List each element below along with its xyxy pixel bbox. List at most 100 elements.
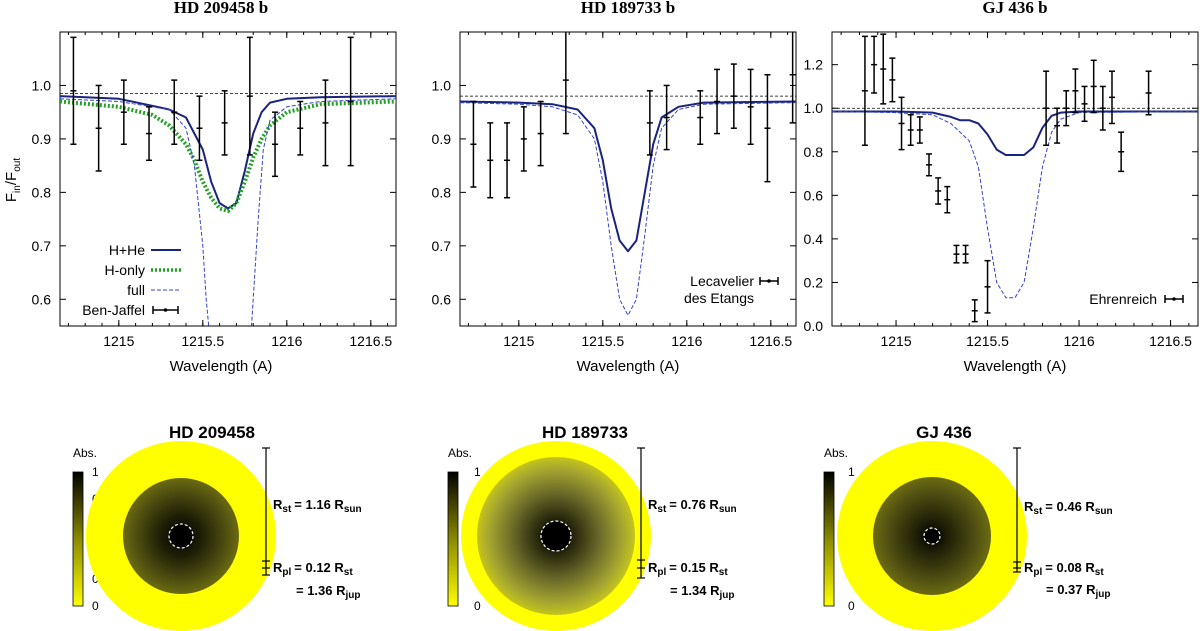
observation-point — [663, 84, 670, 151]
y-tick-label: 0.7 — [432, 238, 452, 254]
observation-point — [916, 116, 923, 144]
colorbar-tick-label: 1 — [92, 465, 99, 479]
observation-point — [764, 74, 771, 183]
observation-point — [1054, 107, 1061, 144]
planet-radius-jup-label: = 1.36 Rjup — [296, 583, 361, 601]
planet-radius-label: Rpl = 0.15 Rst — [648, 560, 728, 578]
observation-point — [1081, 85, 1088, 123]
observation-point — [537, 100, 544, 167]
y-tick-label: 1.0 — [804, 100, 824, 116]
observation-point — [984, 259, 991, 314]
y-tick-label: 1.0 — [32, 77, 52, 93]
observation-point — [880, 33, 887, 105]
observation-point — [1118, 131, 1125, 173]
disk-title: HD 209458 — [169, 423, 255, 442]
plot-area: 1215 1215.5 1216 1216.5 0.6 0.7 0.8 0.9 1.0 — [432, 31, 797, 349]
series-h-he — [832, 110, 1198, 156]
panel-hd189733b: HD 189733 b 1215 1215.5 1216 1216.5 0.6 0.7 0.… — [432, 0, 797, 375]
observation-point — [697, 90, 704, 146]
x-tick-label: 1215.5 — [181, 333, 224, 349]
legend-label-full: full — [127, 282, 145, 298]
y-tick-label: 0.8 — [32, 184, 52, 200]
series-h-only — [60, 99, 396, 214]
observation-point — [861, 35, 868, 146]
colorbar-title: Abs. — [824, 446, 848, 460]
observation-point — [470, 100, 477, 188]
observation-point — [562, 32, 569, 135]
y-tick-label: 0.0 — [804, 318, 824, 334]
observation-point — [520, 106, 527, 172]
observation-point — [221, 90, 228, 156]
legend-label-obs-line2: des Etangs — [684, 290, 754, 306]
series-h-he — [60, 95, 396, 210]
observation-point — [297, 100, 304, 156]
y-tick-label: 1.2 — [804, 57, 824, 73]
planet-radius-label: Rpl = 0.08 Rst — [1024, 560, 1104, 578]
observation-point — [898, 96, 905, 151]
colorbar-gradient — [447, 471, 459, 607]
observation-point — [146, 106, 153, 162]
observation-point — [935, 177, 942, 205]
observation-point — [907, 114, 914, 146]
legend-swatch-obs — [1164, 295, 1184, 303]
colorbar-tick-label: 1 — [474, 465, 481, 479]
panel-title: HD 209458 b — [174, 0, 268, 17]
legend-label-h-only: H-only — [105, 262, 145, 278]
plot-content — [460, 32, 796, 316]
x-tick-label: 1215 — [880, 333, 911, 349]
panel-hd209458b: HD 209458 b 1215 1215.5 1216 1216.5 0.6 0.7 0.… — [3, 0, 397, 375]
observation-point — [1072, 68, 1079, 114]
observation-point — [953, 244, 960, 264]
y-tick-label: 0.9 — [32, 131, 52, 147]
panel-gj436b: GJ 436 b 1215 1215.5 1216 1216.5 0.0 0.2 0.4 0.… — [804, 0, 1199, 375]
colorbar-tick-label: 0 — [92, 599, 99, 613]
legend: H+He H-only full Ben-Jaffel — [82, 242, 181, 318]
y-tick-label: 0.8 — [804, 144, 824, 160]
y-tick-label: 0.6 — [432, 291, 452, 307]
observation-point — [246, 36, 253, 156]
x-tick-label: 1215 — [503, 333, 534, 349]
y-tick-label: 0.8 — [432, 184, 452, 200]
series-full — [832, 111, 1198, 299]
y-tick-label: 0.7 — [32, 238, 52, 254]
planet-disk — [168, 523, 194, 549]
y-tick-label: 0.4 — [804, 231, 824, 247]
observation-point — [789, 32, 796, 124]
y-tick-label: 0.9 — [432, 131, 452, 147]
star-radius-label: Rst = 0.76 Rsun — [648, 497, 737, 515]
observation-point — [971, 299, 978, 323]
y-tick-label: 1.0 — [432, 77, 452, 93]
x-tick-label: 1215 — [103, 333, 134, 349]
x-tick-label: 1216 — [271, 333, 302, 349]
observation-point — [120, 79, 127, 146]
legend-swatch-obs — [152, 306, 179, 314]
observation-point — [871, 35, 878, 94]
observation-point — [714, 68, 721, 135]
observation-point — [944, 185, 951, 214]
planet-radius-jup-label: = 0.37 Rjup — [1046, 582, 1111, 600]
y-tick-label: 0.2 — [804, 274, 824, 290]
legend: Ehrenreich — [1089, 291, 1184, 307]
observation-point — [70, 36, 77, 146]
plot-frame — [831, 31, 1199, 327]
observation-point — [1063, 90, 1070, 127]
observation-point — [1145, 70, 1152, 116]
legend-label-obs-line1: Lecavelier — [690, 273, 754, 289]
disk-title: GJ 436 — [916, 423, 972, 442]
plot-content — [60, 36, 396, 326]
x-tick-label: 1216.5 — [1149, 333, 1192, 349]
observation-point — [504, 122, 511, 199]
plot-content — [832, 33, 1198, 323]
observation-point — [1043, 70, 1050, 146]
star-radius-label: Rst = 1.16 Rsun — [273, 497, 362, 515]
plot-frame — [59, 31, 397, 327]
observation-point — [1090, 59, 1097, 114]
observation-point — [487, 122, 494, 199]
legend-swatch-obs — [759, 277, 779, 285]
planet-disk — [540, 520, 572, 552]
observation-point — [730, 63, 737, 129]
observation-point — [1099, 85, 1106, 131]
y-tick-label: 0.6 — [32, 291, 52, 307]
observation-point — [322, 79, 329, 167]
